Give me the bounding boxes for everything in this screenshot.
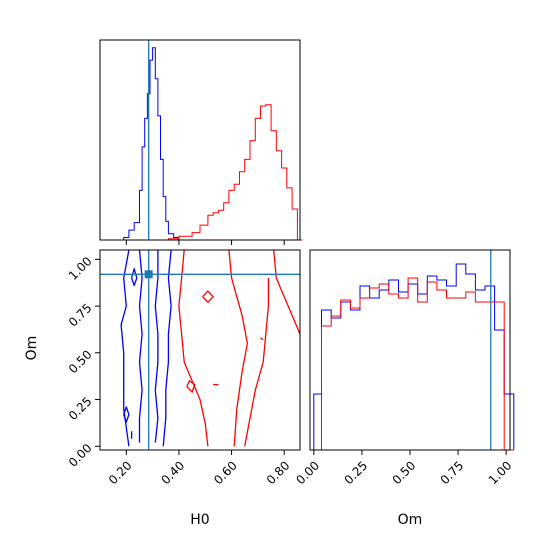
- contour-ytick-label-1.00: 1.00: [66, 254, 95, 283]
- h0-om-contour-panel: 0.20 0.40 0.60 0.80 0.00 0.25 0.50 0.75 1.00: [66, 249, 301, 487]
- contour-line-4: [123, 406, 130, 423]
- contour-line-10: [244, 278, 270, 447]
- contour-frame: [99, 249, 301, 451]
- contour-xtick-label-0.80: 0.80: [264, 458, 293, 487]
- contour-ytick-label-0.75: 0.75: [66, 301, 95, 330]
- x-axis-label-h0: H0: [190, 512, 209, 528]
- contour-line-12: [186, 380, 196, 393]
- om-hist-xtick-label-1.00: 1.00: [486, 458, 515, 487]
- contour-xtick-label-0.60: 0.60: [211, 458, 240, 487]
- contour-line-3: [154, 250, 159, 443]
- contour-xtick-label-0.40: 0.40: [158, 458, 187, 487]
- h0-histogram-frame: [99, 39, 301, 241]
- contour-line-14: [260, 337, 264, 341]
- contour-line-11: [202, 290, 214, 303]
- contour-line-8: [273, 250, 300, 335]
- contour-lines: [120, 250, 300, 447]
- h0-histogram-panel: [99, 39, 303, 245]
- om-hist-xtick-label-0.25: 0.25: [341, 458, 370, 487]
- contour-xtick-label-0.20: 0.20: [106, 458, 135, 487]
- om-histogram-series-1: [313, 277, 514, 451]
- x-axis-label-om: Om: [398, 512, 423, 528]
- contour-ytick-label-0.50: 0.50: [66, 348, 95, 377]
- contour-line-1: [162, 250, 172, 447]
- om-hist-xtick-label-0.00: 0.00: [293, 458, 322, 487]
- om-hist-xtick-label-0.50: 0.50: [390, 458, 419, 487]
- contour-line-0: [120, 250, 130, 447]
- contour-ytick-label-0.25: 0.25: [66, 394, 95, 423]
- om-histogram-frame: [309, 249, 511, 451]
- contour-truth-marker: [144, 270, 153, 279]
- om-hist-xtick-label-0.75: 0.75: [438, 458, 467, 487]
- h0-histogram-series-0: [123, 47, 185, 241]
- contour-line-9: [228, 250, 249, 447]
- om-histogram-panel: 0.00 0.25 0.50 0.75 1.00: [293, 249, 515, 487]
- h0-histogram-series-1: [167, 104, 303, 241]
- contour-line-7: [178, 250, 209, 447]
- contour-line-2: [138, 250, 143, 443]
- contour-line-5: [130, 268, 138, 287]
- contour-ytick-label-0.00: 0.00: [66, 441, 95, 470]
- y-axis-label-om: Om: [24, 336, 40, 361]
- om-histogram-series-0: [313, 263, 515, 450]
